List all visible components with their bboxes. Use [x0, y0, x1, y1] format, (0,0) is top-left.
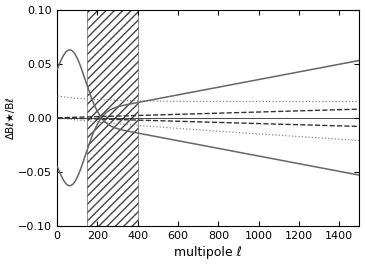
Bar: [88, 10, 138, 226]
X-axis label: multipole ℓ: multipole ℓ: [174, 246, 242, 259]
Y-axis label: ΔBℓ★/Bℓ: ΔBℓ★/Bℓ: [5, 96, 16, 139]
